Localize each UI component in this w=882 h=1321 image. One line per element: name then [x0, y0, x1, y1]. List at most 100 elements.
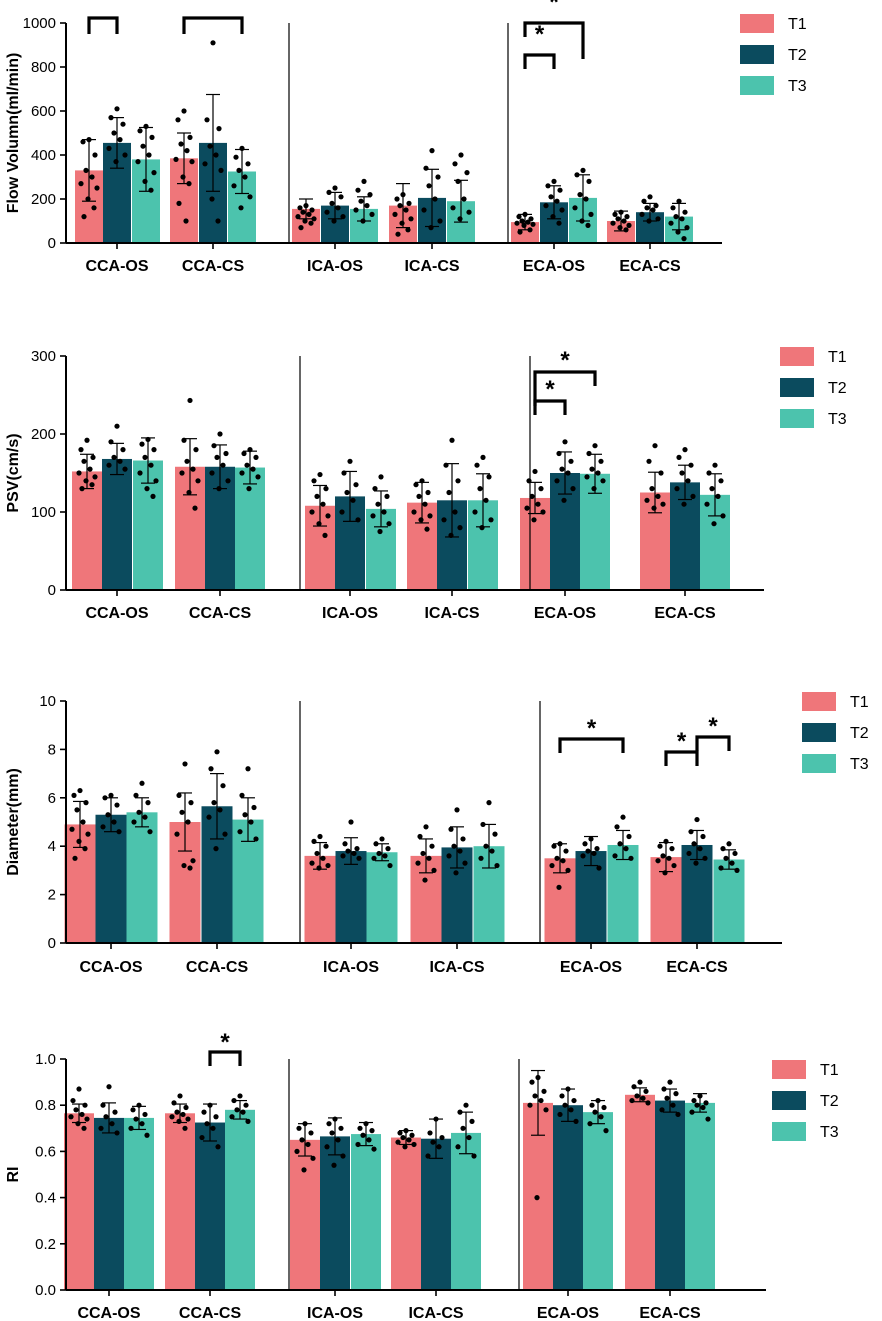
data-point [357, 1125, 363, 1131]
y-tick-label: 0 [48, 935, 56, 952]
data-point [403, 1128, 409, 1134]
y-axis-title: Diameter(mm) [5, 768, 22, 876]
error-bar-T2-ICA-OS [344, 837, 358, 865]
data-point [723, 855, 729, 861]
data-point [655, 216, 661, 222]
data-point [556, 220, 562, 226]
data-point [130, 1107, 136, 1113]
data-point [514, 220, 520, 226]
data-point [676, 198, 682, 204]
data-point [90, 454, 96, 460]
data-point [253, 454, 259, 460]
data-point [494, 862, 500, 869]
y-tick-label: 800 [31, 59, 56, 76]
data-point [247, 447, 253, 453]
data-point [373, 841, 379, 847]
data-point [106, 1084, 112, 1090]
data-point [210, 40, 216, 46]
data-point [179, 809, 185, 815]
data-point [215, 218, 221, 224]
data-point [532, 468, 538, 475]
data-point [245, 1118, 251, 1124]
data-point [323, 486, 329, 492]
data-point [577, 192, 583, 198]
bar-T2-ECA-OS [553, 1105, 583, 1290]
data-point [585, 848, 591, 854]
data-point [341, 470, 347, 476]
bar-T1-CCA-OS [72, 471, 102, 590]
legend-label-T1: T1 [820, 1062, 839, 1079]
x-group-label: ICA-OS [307, 258, 363, 275]
data-point [422, 501, 428, 507]
data-point [704, 501, 710, 507]
data-point [586, 178, 592, 184]
data-point [114, 106, 120, 112]
data-point [74, 807, 80, 813]
bar-T3-ECA-OS [607, 844, 639, 943]
data-point [563, 848, 569, 854]
significance-bracket [695, 735, 731, 751]
error-bar-T3-CCA-OS [135, 797, 149, 828]
data-point [242, 812, 248, 818]
data-point [120, 447, 126, 453]
data-point [668, 220, 674, 226]
data-point [452, 161, 458, 167]
data-point [183, 218, 189, 224]
data-point [424, 526, 430, 532]
data-point [193, 447, 199, 453]
data-point [210, 1125, 216, 1131]
data-point [554, 198, 560, 204]
data-point [580, 167, 586, 173]
bar-T3-CCA-OS [126, 812, 158, 943]
data-point [644, 205, 650, 211]
data-point [244, 462, 250, 468]
data-point [718, 865, 724, 871]
data-point [217, 431, 223, 437]
data-point [140, 143, 146, 149]
y-tick-label: 600 [31, 103, 56, 120]
bracket-line [208, 1050, 242, 1066]
bracket-line [533, 370, 597, 406]
legend-label-T3: T3 [820, 1124, 839, 1141]
data-point [626, 833, 632, 840]
error-bar-T3-ECA-OS [616, 829, 630, 861]
data-point [415, 860, 421, 866]
data-point [142, 814, 148, 820]
data-point [338, 1125, 344, 1131]
bar-T1-ICA-OS [290, 1139, 320, 1290]
y-tick-label: 200 [31, 191, 56, 208]
data-point [688, 829, 694, 835]
data-point [712, 462, 718, 468]
data-point [595, 470, 601, 476]
bar-T2-CCA-OS [95, 814, 127, 943]
data-point [660, 853, 666, 859]
bar-T3-ICA-OS [351, 1134, 381, 1290]
data-point [139, 1121, 145, 1127]
data-point [675, 229, 681, 235]
data-point [662, 870, 668, 876]
y-tick-label: 0.4 [35, 1190, 56, 1207]
data-point [213, 152, 219, 158]
data-point [591, 486, 597, 492]
data-point [572, 205, 578, 211]
data-point [370, 513, 376, 519]
data-point [78, 181, 84, 187]
data-point [182, 761, 188, 767]
bar-T2-ECA-CS [655, 1100, 685, 1290]
data-point [526, 478, 532, 484]
y-tick-label: 0 [48, 235, 56, 252]
data-point [239, 470, 245, 476]
significance-star: * [560, 347, 570, 374]
data-point [455, 1144, 461, 1150]
data-point [103, 1114, 109, 1120]
significance-star: * [677, 728, 687, 755]
data-point [237, 1093, 243, 1099]
data-point [421, 207, 427, 213]
data-point [379, 836, 385, 842]
data-point [91, 205, 97, 211]
data-point [143, 123, 149, 129]
data-point [106, 462, 112, 468]
legend-swatch-T3 [802, 754, 836, 773]
data-point [694, 1102, 700, 1108]
significance-bracket [208, 1050, 242, 1066]
